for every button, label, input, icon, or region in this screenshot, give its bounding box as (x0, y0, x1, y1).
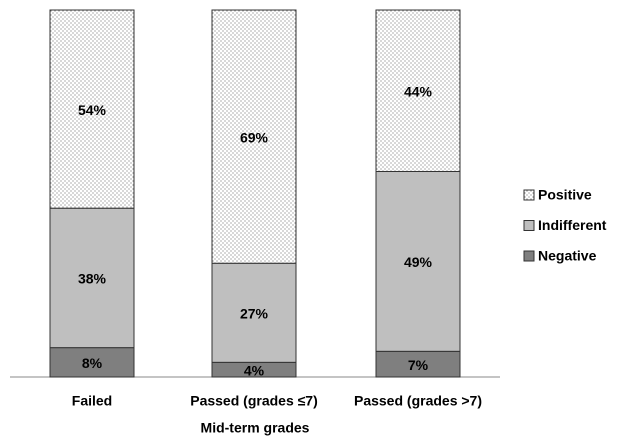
x-tick-label: Passed (grades >7) (354, 393, 482, 409)
bar-segment (49, 9, 135, 209)
bar-segment (211, 262, 297, 363)
value-label: 8% (82, 355, 103, 371)
x-axis-label: Mid-term grades (201, 420, 310, 436)
bar-segment (375, 170, 461, 352)
value-label: 49% (404, 254, 433, 270)
value-label: 38% (78, 271, 107, 287)
bar-segment (211, 9, 297, 264)
x-tick-label: Failed (72, 393, 112, 409)
value-label: 7% (408, 357, 429, 373)
value-label: 44% (404, 83, 433, 99)
legend-swatch (523, 220, 535, 231)
legend-swatch (523, 250, 535, 262)
value-label: 4% (244, 362, 265, 378)
bar-segment (49, 207, 135, 349)
legend-label: Indifferent (538, 217, 607, 233)
bar-segment (375, 350, 461, 378)
value-label: 69% (240, 129, 269, 145)
legend-swatch (523, 189, 535, 201)
legend-label: Positive (538, 187, 592, 203)
legend-label: Negative (538, 248, 597, 264)
value-label: 54% (78, 102, 107, 118)
x-tick-label: Passed (grades ≤7) (190, 393, 318, 409)
bar-segment (49, 347, 135, 378)
value-label: 27% (240, 305, 269, 321)
bar-segment (375, 9, 461, 172)
